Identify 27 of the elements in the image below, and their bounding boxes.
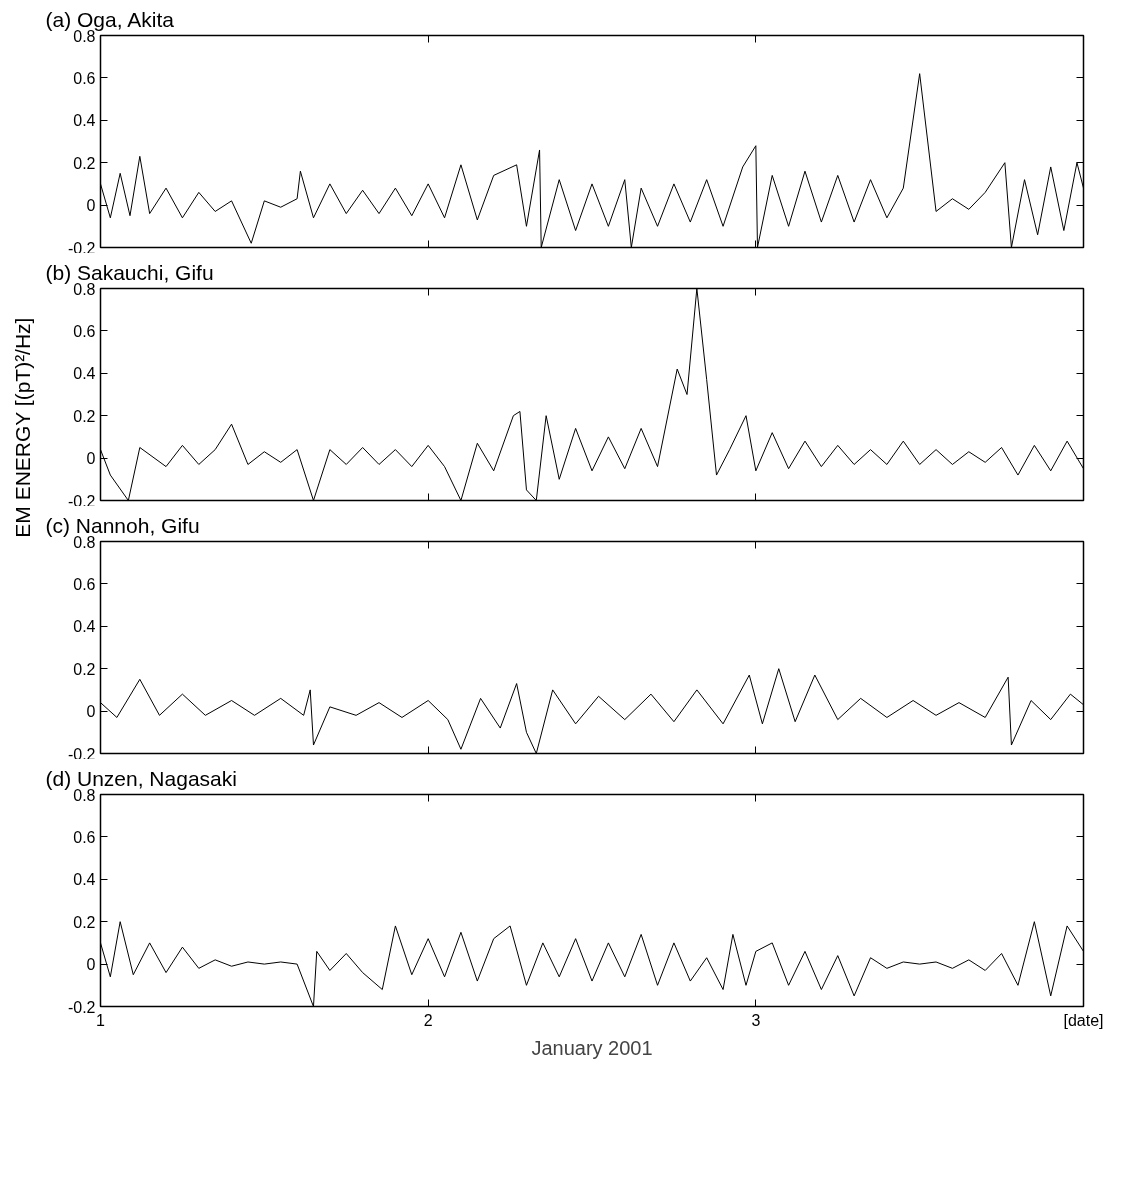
y-tick-label: 0 (86, 703, 96, 721)
y-tick-label: 0.6 (73, 69, 96, 87)
y-tick-label: 0 (86, 956, 96, 974)
x-tick-label: [date] (1063, 1011, 1104, 1029)
line-series (100, 288, 1084, 501)
y-tick-label: 0.4 (73, 871, 96, 889)
y-tick-label: -0.2 (67, 239, 96, 257)
x-tick-label: 3 (751, 1011, 761, 1029)
y-tick-label: 0.2 (73, 154, 96, 172)
x-tick-label: 1 (96, 1011, 106, 1029)
x-tick-label: 2 (423, 1011, 433, 1029)
x-axis-title: January 2001 (531, 1036, 653, 1059)
y-tick-label: -0.2 (67, 745, 96, 763)
y-tick-label: 0.4 (73, 112, 96, 130)
y-tick-label: 0.4 (73, 618, 96, 636)
y-tick-label: 0.2 (73, 660, 96, 678)
y-tick-label: 0 (86, 450, 96, 468)
y-tick-label: 0.4 (73, 365, 96, 383)
y-tick-label: -0.2 (67, 998, 96, 1016)
y-tick-label: 0.2 (73, 407, 96, 425)
y-tick-label: 0.6 (73, 322, 96, 340)
y-tick-label: 0.6 (73, 828, 96, 846)
y-axis-title: EM ENERGY [(pT)²/Hz] (11, 317, 34, 538)
y-tick-label: 0 (86, 197, 96, 215)
y-tick-label: 0.6 (73, 575, 96, 593)
y-tick-label: -0.2 (67, 492, 96, 510)
y-tick-label: 0.2 (73, 913, 96, 931)
